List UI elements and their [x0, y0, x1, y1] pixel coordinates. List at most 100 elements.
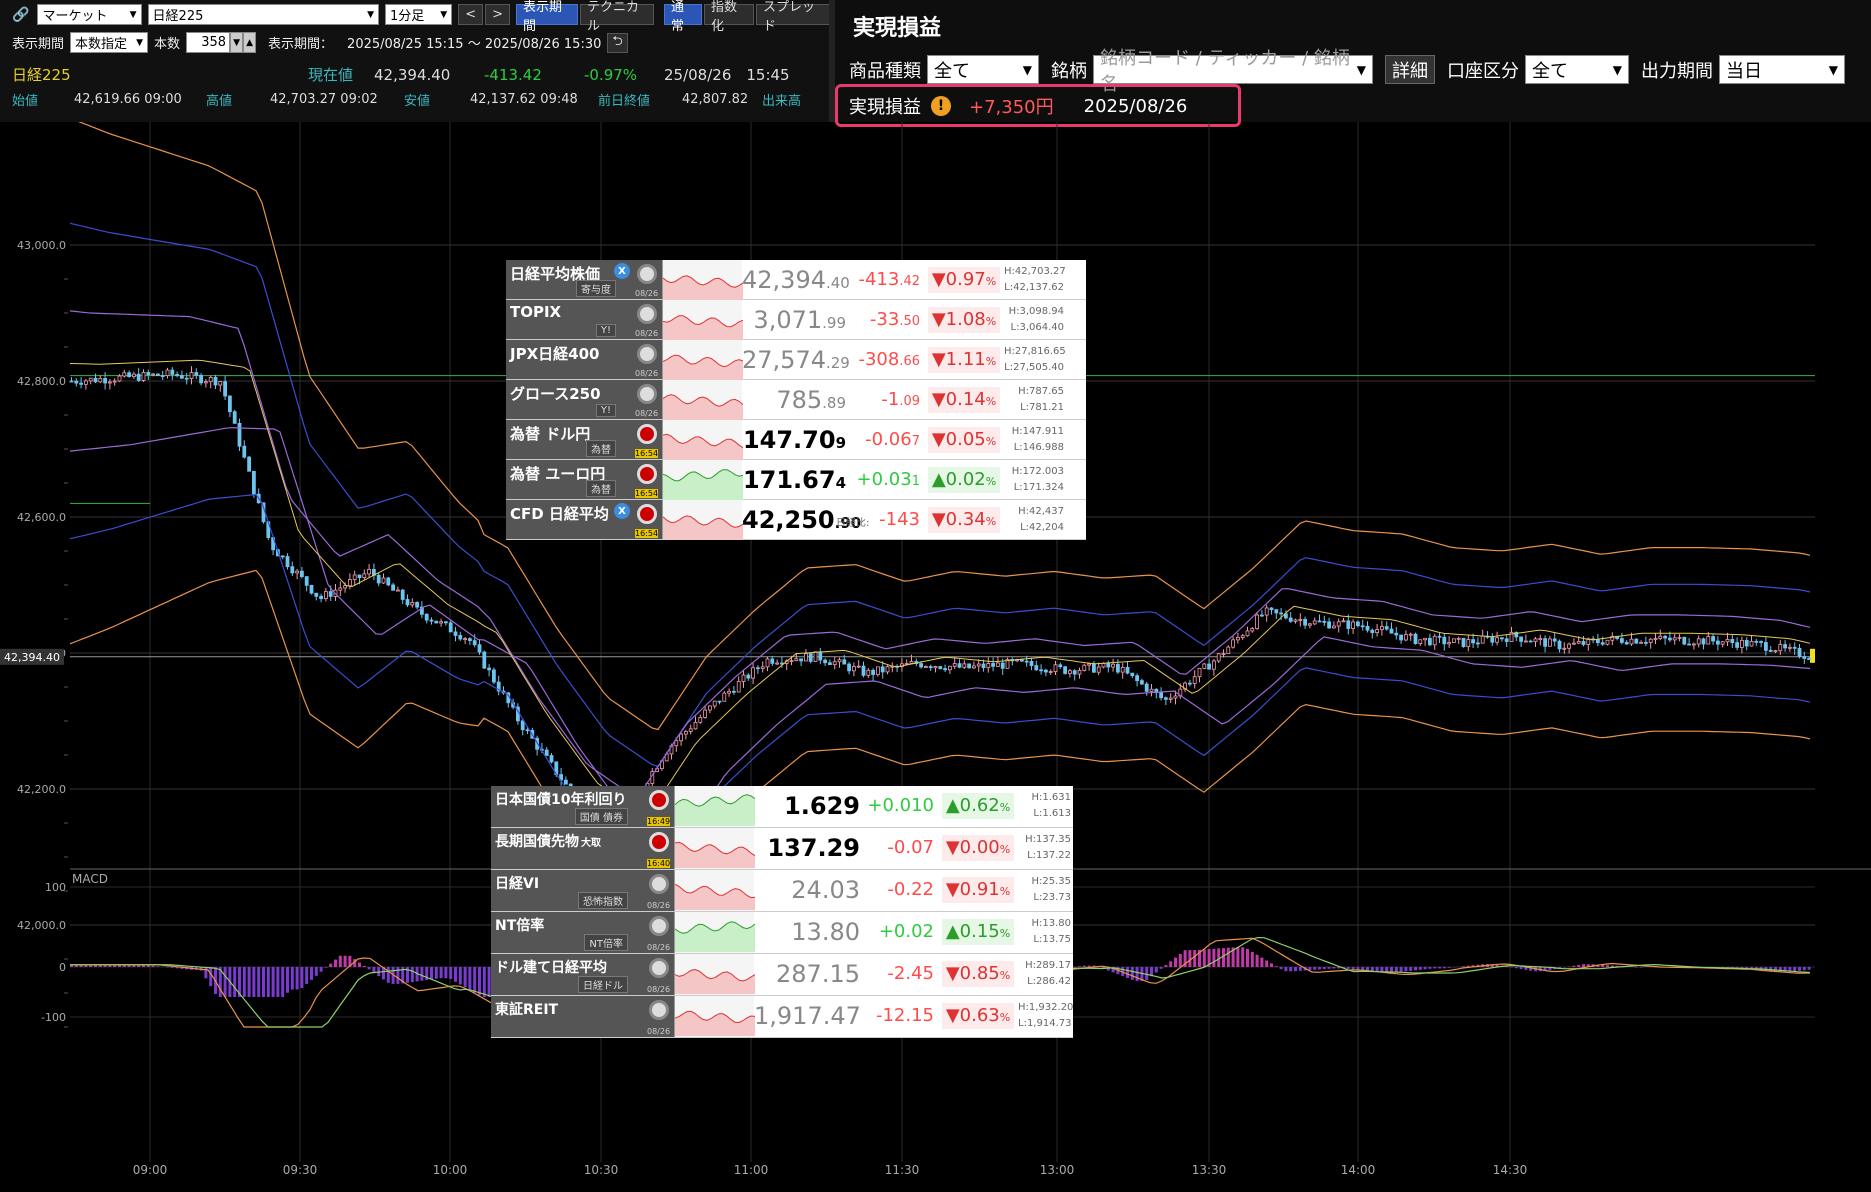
candle-body	[1053, 664, 1058, 672]
candle-body	[290, 566, 295, 574]
spin-down-button[interactable]: ▼	[230, 32, 244, 53]
normal-button[interactable]: 通常	[664, 0, 702, 34]
pl-summary-date: 2025/08/26	[1083, 95, 1188, 117]
bars-input[interactable]: 358	[186, 32, 231, 53]
candle-body	[1312, 620, 1317, 625]
ticker-name[interactable]: CFD 日経平均 X	[506, 500, 634, 539]
ticker-sub-label[interactable]: 為替	[586, 440, 616, 457]
ticker-row[interactable]: CFD 日経平均 X 16:54 42,250.90 日経比: -143 ▼0.34% H:4…	[506, 500, 1086, 540]
next-button[interactable]: >	[485, 4, 511, 25]
x-icon[interactable]: X	[614, 263, 630, 279]
candle-body	[122, 372, 127, 377]
ticker-row[interactable]: JPX日経400 08/26 27,574.29 -308.66 ▼1.11% H:27,…	[506, 340, 1086, 380]
x-icon[interactable]: X	[614, 503, 630, 519]
symbol-search-input[interactable]: 銘柄コード / ティッカー / 銘柄名 ▼	[1093, 48, 1373, 95]
ticker-name[interactable]: 日経平均株価 X 寄与度	[506, 260, 634, 299]
macd-histogram-bar	[1414, 967, 1417, 971]
ticker-pct: ▼0.00%	[938, 828, 1018, 869]
percent-sign: %	[985, 435, 997, 448]
ticker-name[interactable]: ドル建て日経平均 日経ドル	[491, 954, 646, 995]
macd-histogram-bar	[233, 967, 237, 997]
candle-body	[1341, 620, 1346, 623]
ticker-row[interactable]: NT倍率 NT倍率 08/26 13.80 +0.02 ▲0.15% H:13.80 L:13…	[491, 912, 1073, 954]
ticker-name[interactable]: NT倍率 NT倍率	[491, 912, 646, 953]
warning-icon[interactable]: !	[931, 96, 951, 116]
ticker-name[interactable]: TOPIX Y!	[506, 300, 634, 339]
toolbar-row-1: 🔗 マーケット ▼ 日経225 ▼ 1分足 ▼ < > 表示期間 テクニカル 通常 指…	[12, 0, 832, 34]
ticker-row[interactable]: 日本国債10年利回り 国債 債券 16:49 1.629 +0.010 ▲0.62% H:1…	[491, 786, 1073, 828]
spin-up-button[interactable]: ▲	[243, 32, 257, 53]
ticker-sparkline	[674, 996, 756, 1037]
candle-body	[760, 666, 765, 669]
pl-filter-row: 商品種類 全て ▼ 銘柄 銘柄コード / ティッカー / 銘柄名 ▼ 詳細 口座区分…	[849, 48, 1845, 95]
ticker-name[interactable]: 日経VI 恐怖指数	[491, 870, 646, 911]
product-type-select[interactable]: 全て ▼	[927, 55, 1039, 84]
ticker-sub-label[interactable]: 恐怖指数	[578, 892, 628, 909]
candle-body	[1802, 656, 1807, 659]
macd-histogram-bar	[1265, 960, 1269, 967]
ticker-status: 08/26	[634, 260, 662, 299]
output-period-select[interactable]: 当日 ▼	[1719, 55, 1845, 84]
macd-histogram-bar	[1428, 967, 1432, 969]
ticker-change-int: -1	[881, 389, 900, 410]
candle-body	[1759, 641, 1763, 643]
market-select[interactable]: マーケット ▼	[37, 4, 142, 25]
interval-select[interactable]: 1分足 ▼	[385, 4, 453, 25]
ticker-name[interactable]: 日本国債10年利回り 国債 債券	[491, 786, 646, 827]
candle-body	[1288, 617, 1293, 622]
ticker-sub-label[interactable]: 寄与度	[576, 280, 616, 297]
macd-histogram-bar	[434, 967, 438, 979]
symbol-select[interactable]: 日経225 ▼	[147, 4, 379, 25]
ticker-row[interactable]: 為替 ユーロ円 為替 16:54 171.674 +0.031 ▲0.02% H:172.0…	[506, 460, 1086, 500]
percent-sign: %	[999, 1011, 1011, 1024]
sparkline-area	[663, 275, 743, 300]
ticker-name[interactable]: グロース250 Y!	[506, 380, 634, 419]
ticker-sub-label[interactable]: Y!	[595, 324, 616, 337]
reset-icon[interactable]: ⮌	[607, 32, 628, 53]
ticker-name[interactable]: 為替 ドル円 為替	[506, 420, 634, 459]
ticker-date: 08/26	[647, 943, 671, 952]
ticker-row[interactable]: TOPIX Y! 08/26 3,071.99 -33.50 ▼1.08% H:3,098.…	[506, 300, 1086, 340]
spread-button[interactable]: スプレッド	[756, 0, 830, 34]
period-mode-select[interactable]: 本数指定 ▼	[70, 32, 149, 53]
candle-body	[434, 620, 439, 624]
technical-button[interactable]: テクニカル	[580, 0, 654, 34]
link-icon[interactable]: 🔗	[12, 6, 30, 23]
ticker-row[interactable]: 日経VI 恐怖指数 08/26 24.03 -0.22 ▼0.91% H:25.35 L:23…	[491, 870, 1073, 912]
price-chart[interactable]: 43,000.042,800.042,600.042,400.042,200.0…	[0, 122, 1871, 1192]
ticker-row[interactable]: 為替 ドル円 為替 16:54 147.709 -0.067 ▼0.05% H:147.91…	[506, 420, 1086, 460]
ticker-sub-label[interactable]: NT倍率	[584, 934, 628, 951]
ticker-sub-label[interactable]: 為替	[586, 480, 616, 497]
ticker-row[interactable]: ドル建て日経平均 日経ドル 08/26 287.15 -2.45 ▼0.85% H:289.…	[491, 954, 1073, 996]
sparkline	[662, 394, 744, 420]
detail-button[interactable]: 詳細	[1385, 55, 1435, 84]
ticker-sub-label[interactable]: 国債 債券	[574, 808, 628, 825]
ticker-row[interactable]: 長期国債先物 大取 16:40 137.29 -0.07 ▼0.00% H:137.35 L:…	[491, 828, 1073, 870]
ticker-pct-badge: ▲0.62%	[942, 793, 1014, 819]
ticker-low: L:42,137.62	[1004, 282, 1064, 293]
candle-body	[1360, 625, 1365, 628]
ticker-name[interactable]: 東証REIT	[491, 996, 646, 1037]
candle-body	[1284, 613, 1288, 619]
ticker-name[interactable]: JPX日経400	[506, 340, 634, 379]
ticker-name[interactable]: 長期国債先物 大取	[491, 828, 646, 869]
index-button[interactable]: 指数化	[704, 0, 754, 34]
candle-body	[1269, 607, 1274, 611]
candle-body	[1111, 663, 1115, 668]
display-period-button[interactable]: 表示期間	[516, 0, 579, 34]
candle-body	[1552, 638, 1557, 642]
account-select[interactable]: 全て ▼	[1525, 55, 1629, 84]
candle-body	[1644, 641, 1648, 644]
macd-histogram-bar	[1471, 965, 1475, 967]
ticker-value-int: 27,574	[742, 346, 826, 374]
macd-histogram-bar	[1802, 967, 1806, 971]
ticker-row[interactable]: 日経平均株価 X 寄与度 08/26 42,394.40 -413.42 ▼0.97% H:4…	[506, 260, 1086, 300]
ticker-value-int: 147.70	[742, 426, 836, 454]
ticker-name[interactable]: 為替 ユーロ円 為替	[506, 460, 634, 499]
prev-button[interactable]: <	[458, 4, 484, 25]
chevron-down-icon: ▼	[1356, 62, 1366, 77]
ticker-sub-label[interactable]: 日経ドル	[578, 976, 628, 993]
ticker-sub-label[interactable]: Y!	[595, 404, 616, 417]
ticker-row[interactable]: 東証REIT 08/26 1,917.47 -12.15 ▼0.63% H:1,932.2…	[491, 996, 1073, 1038]
ticker-row[interactable]: グロース250 Y! 08/26 785.89 -1.09 ▼0.14% H:787.65 L…	[506, 380, 1086, 420]
